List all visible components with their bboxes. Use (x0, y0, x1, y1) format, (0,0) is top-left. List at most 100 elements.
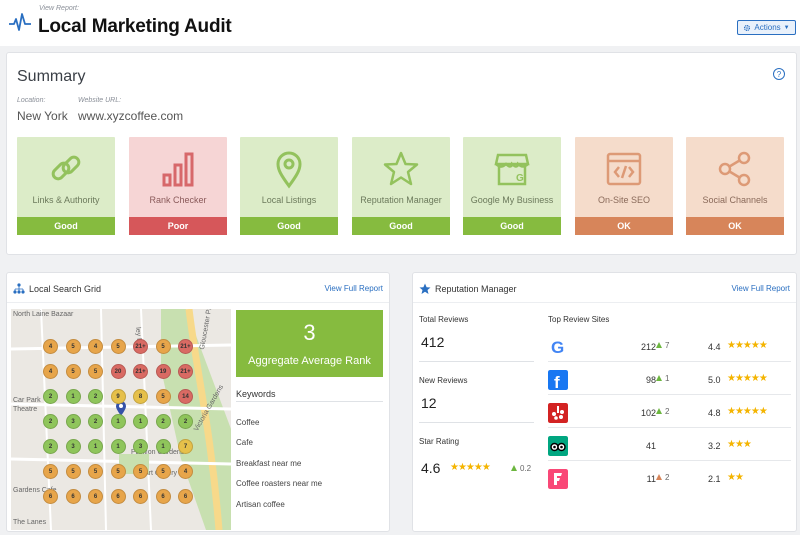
rank-pin[interactable]: 4 (43, 364, 58, 379)
review-count: 41 (645, 441, 656, 451)
rank-pin[interactable]: 14 (178, 389, 193, 404)
rank-pin[interactable]: 4 (43, 339, 58, 354)
rank-pin[interactable]: 5 (88, 464, 103, 479)
tile-label: Local Listings (261, 195, 317, 205)
rank-pin[interactable]: 20 (110, 364, 126, 379)
review-site-row[interactable]: 11 2 2.1 ★★ (548, 463, 791, 494)
rank-pin[interactable]: 6 (65, 489, 81, 504)
rank-pin[interactable]: 3 (65, 439, 81, 454)
top-review-sites-heading: Top Review Sites (548, 315, 610, 324)
rank-pin[interactable]: 5 (88, 364, 103, 379)
review-site-row[interactable]: G 212 7 4.4 ★★★★★ (548, 331, 791, 362)
rank-pin[interactable]: 2 (88, 389, 103, 404)
tile-reputation-manager[interactable]: Reputation Manager Good (352, 137, 450, 235)
rank-pin[interactable]: 21+ (178, 364, 193, 379)
rank-pin[interactable]: 21+ (178, 339, 193, 354)
tile-label: Links & Authority (32, 195, 100, 205)
view-report-label: View Report: (39, 5, 79, 12)
rank-pin[interactable]: 8 (133, 389, 148, 404)
rank-pin[interactable]: 7 (178, 439, 193, 454)
rank-pin[interactable]: 5 (43, 464, 58, 479)
actions-button[interactable]: Actions ▼ (737, 20, 796, 35)
chevron-down-icon: ▼ (783, 24, 790, 31)
rank-pin[interactable]: 6 (43, 489, 58, 504)
rank-pin[interactable]: 3 (133, 439, 148, 454)
aggregate-rank-label: Aggregate Average Rank (248, 355, 371, 367)
keyword-item[interactable]: Coffee (236, 418, 260, 427)
tile-rank-checker[interactable]: Rank Checker Poor (129, 137, 227, 235)
rank-pin[interactable]: 19 (155, 364, 171, 379)
rank-pin[interactable]: 21+ (133, 364, 148, 379)
view-full-report-link[interactable]: View Full Report (324, 284, 383, 293)
rank-pin[interactable]: 1 (110, 414, 126, 429)
rank-pin[interactable]: 5 (65, 364, 81, 379)
delta-value: 2 (665, 407, 670, 416)
review-delta: 2 (656, 473, 686, 482)
keywords-heading: Keywords (236, 389, 276, 399)
rank-pin[interactable]: 1 (110, 439, 126, 454)
storefront-icon: G (494, 153, 530, 186)
card-title: Reputation Manager (435, 284, 517, 294)
rank-pin[interactable]: 3 (65, 414, 81, 429)
rank-pin[interactable]: 5 (133, 464, 148, 479)
star-icon (383, 151, 419, 186)
rating-stars: ★★★★★ (727, 340, 768, 351)
rank-pin[interactable]: 1 (65, 389, 81, 404)
rank-pin[interactable]: 1 (133, 414, 148, 429)
rating-stars: ★★★ (727, 439, 752, 450)
rank-pin[interactable]: 4 (178, 464, 193, 479)
rank-pin[interactable]: 1 (155, 439, 171, 454)
keyword-item[interactable]: Artisan coffee (236, 500, 285, 509)
tile-social-channels[interactable]: Social Channels OK (686, 137, 784, 235)
rank-pin[interactable]: 9 (110, 389, 126, 404)
rank-pin[interactable]: 5 (155, 389, 171, 404)
rank-pin[interactable]: 1 (88, 439, 103, 454)
keyword-item[interactable]: Coffee roasters near me (236, 479, 323, 488)
rank-pin[interactable]: 2 (178, 414, 193, 429)
arrow-up-icon (656, 342, 662, 348)
star-rating-delta: 0.2 (511, 464, 531, 473)
facebook-logo-icon: f (548, 370, 568, 390)
rank-pin[interactable]: 5 (110, 464, 126, 479)
view-full-report-link[interactable]: View Full Report (731, 284, 790, 293)
tripadvisor-logo-icon (548, 436, 568, 456)
map-label: The Lanes (13, 519, 47, 526)
review-site-row[interactable]: 41 3.2 ★★★ (548, 430, 791, 461)
map-label: Pavilion Gardens (131, 449, 185, 456)
rank-pin[interactable]: 6 (155, 489, 171, 504)
tile-local-listings[interactable]: Local Listings Good (240, 137, 338, 235)
top-header: View Report: Local Marketing Audit Actio… (0, 0, 800, 46)
review-site-row[interactable]: 102 2 4.8 ★★★★★ (548, 397, 791, 428)
rank-pin[interactable]: 21+ (133, 339, 148, 354)
keyword-item[interactable]: Breakfast near me (236, 459, 302, 468)
review-delta: 1 (656, 374, 686, 383)
map-view[interactable]: North Laine Bazaar Gloucester Pl Victori… (11, 309, 231, 530)
keyword-item[interactable]: Cafe (236, 438, 253, 447)
rank-pin[interactable]: 2 (43, 439, 58, 454)
tile-on-site-seo[interactable]: On-Site SEO OK (575, 137, 673, 235)
rank-pin[interactable]: 6 (178, 489, 193, 504)
rank-pin[interactable]: 6 (110, 489, 126, 504)
rank-pin[interactable]: 6 (88, 489, 103, 504)
tile-google-my-business[interactable]: G Google My Business Good (463, 137, 561, 235)
rank-pin[interactable]: 2 (155, 414, 171, 429)
star-icon (419, 283, 431, 294)
rank-pin[interactable]: 5 (155, 464, 171, 479)
rank-pin[interactable]: 4 (88, 339, 103, 354)
rank-pin[interactable]: 5 (65, 464, 81, 479)
tile-links-authority[interactable]: Links & Authority Good (17, 137, 115, 235)
rank-pin[interactable]: 2 (88, 414, 103, 429)
rank-pin[interactable]: 2 (43, 389, 58, 404)
help-icon[interactable]: ? (773, 68, 785, 80)
star-rating-label: Star Rating (419, 437, 460, 446)
card-title: Local Search Grid (29, 284, 102, 294)
svg-text:G: G (551, 338, 564, 357)
reputation-manager-card: Reputation Manager View Full Report Tota… (412, 272, 797, 532)
rank-pin[interactable]: 6 (133, 489, 148, 504)
rank-pin[interactable]: 2 (43, 414, 58, 429)
review-site-row[interactable]: f 98 1 5.0 ★★★★★ (548, 364, 791, 395)
arrow-up-icon (656, 408, 662, 414)
rank-pin[interactable]: 5 (65, 339, 81, 354)
rank-pin[interactable]: 5 (155, 339, 171, 354)
rank-pin[interactable]: 5 (110, 339, 126, 354)
